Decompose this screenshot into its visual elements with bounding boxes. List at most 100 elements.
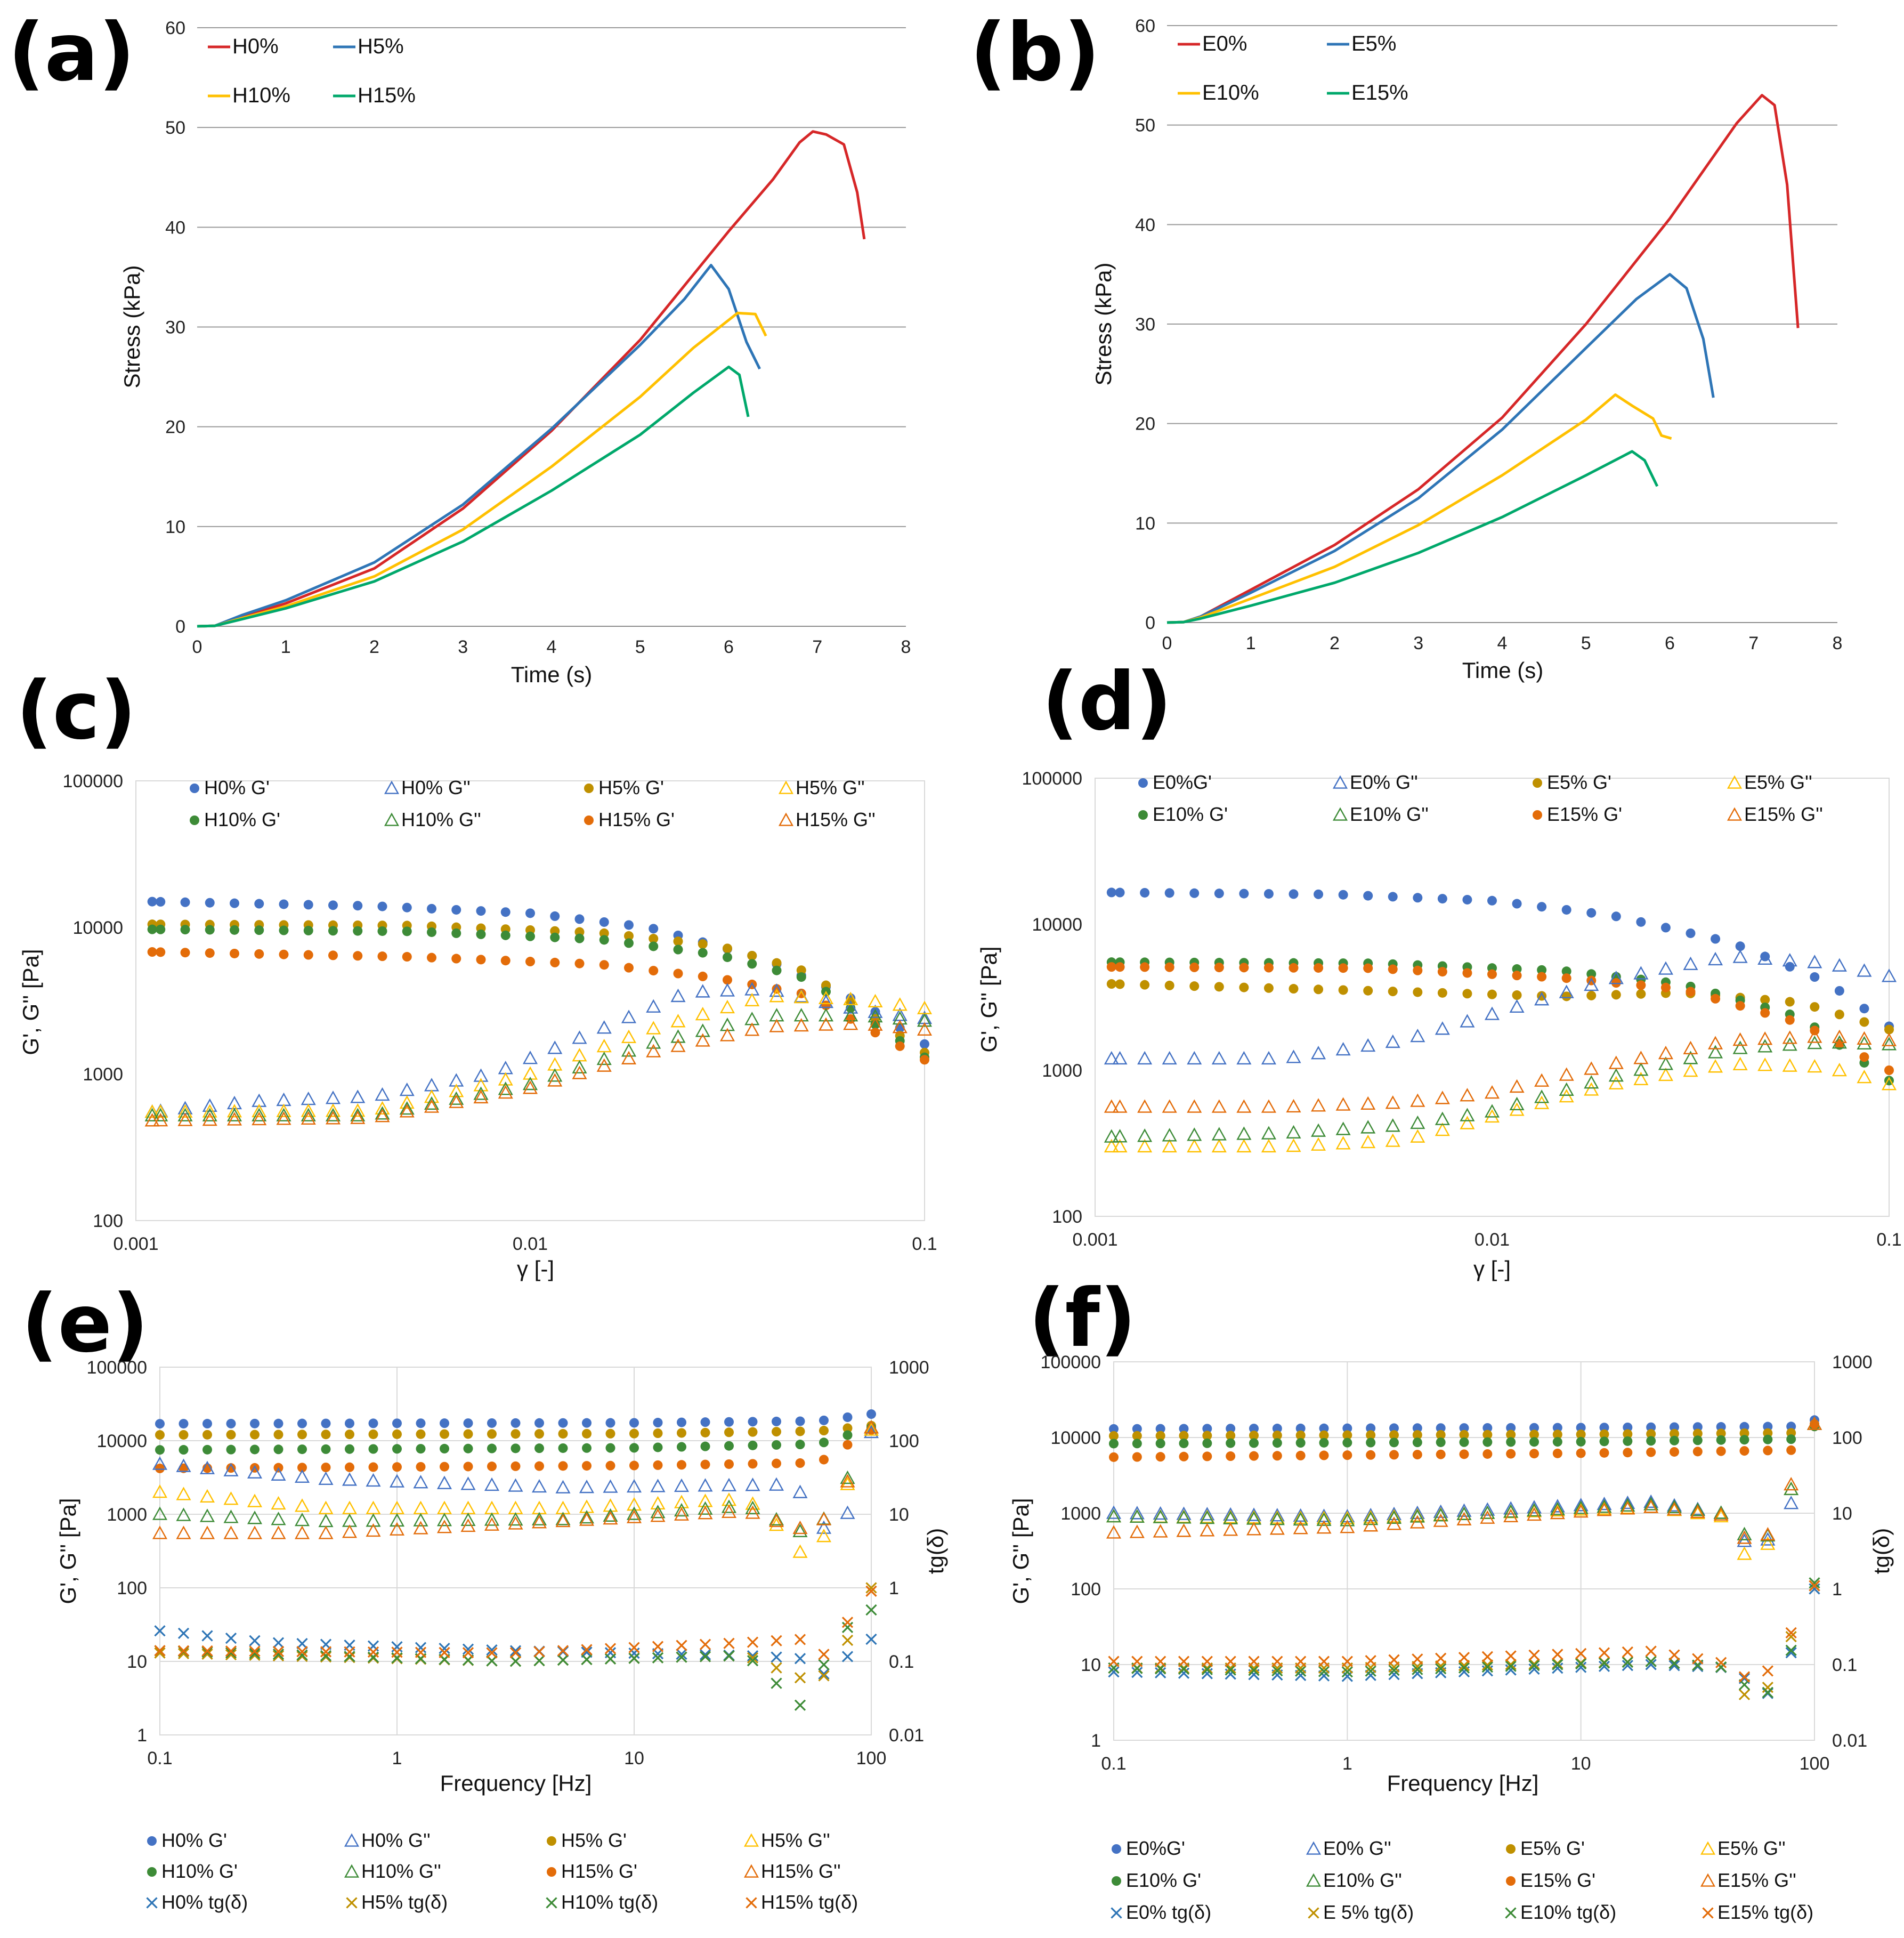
data-point [500, 956, 511, 966]
data-point [841, 1617, 854, 1628]
data-point [1202, 1431, 1212, 1441]
data-point [1271, 1665, 1283, 1677]
data-point [793, 1018, 809, 1032]
data-point [1573, 1504, 1589, 1518]
data-point [1248, 1656, 1260, 1667]
data-point [1716, 1428, 1726, 1439]
data-point [870, 1028, 880, 1038]
data-point [1112, 1051, 1128, 1065]
data-point [1857, 963, 1872, 977]
data-point [153, 1113, 168, 1127]
data-point [1561, 973, 1571, 983]
data-point [1713, 1507, 1729, 1521]
legend-marker [1702, 1907, 1714, 1919]
data-point [865, 1585, 877, 1597]
series-H10% G' [147, 924, 929, 1062]
data-point [1412, 1450, 1422, 1460]
data-point [1187, 1099, 1202, 1113]
legend-marker [1505, 1907, 1517, 1919]
data-point [723, 1637, 735, 1649]
legend-item: H0% G'' [384, 777, 471, 798]
data-point [771, 1677, 782, 1689]
data-point [670, 1029, 686, 1043]
data-point [1713, 1508, 1729, 1523]
data-point [152, 1525, 168, 1539]
data-point [366, 1513, 381, 1527]
data-point [1807, 955, 1822, 968]
data-point [1762, 1686, 1773, 1698]
data-point [321, 1444, 331, 1454]
data-point [1623, 1429, 1633, 1439]
data-point [1131, 1666, 1143, 1678]
data-point [1155, 1667, 1166, 1679]
data-point [391, 1641, 403, 1653]
x-tick-label: 7 [1748, 633, 1759, 653]
legend-label: E5% G'' [1744, 771, 1812, 793]
data-point [1335, 1042, 1351, 1056]
data-point [1176, 1510, 1192, 1524]
legend-item: H0% tg(δ) [146, 1891, 248, 1913]
data-point [1763, 1434, 1773, 1444]
data-point [1435, 1091, 1450, 1104]
data-point [1611, 990, 1621, 1000]
data-point [700, 1441, 710, 1451]
data-point [147, 897, 157, 907]
data-point [547, 1040, 563, 1054]
data-point [1410, 1093, 1425, 1107]
data-point [1737, 1530, 1752, 1544]
series-E5% G' [1106, 979, 1894, 1035]
data-point [199, 1525, 215, 1539]
data-point [1599, 1448, 1609, 1458]
data-point [350, 1103, 366, 1117]
data-point [252, 1103, 267, 1118]
data-point [1503, 1504, 1519, 1518]
data-point [391, 1646, 403, 1658]
x-tick-label: 0.001 [113, 1234, 158, 1254]
data-point [254, 949, 264, 959]
x-tick-label: 1 [1246, 633, 1256, 653]
data-point [1129, 1506, 1145, 1520]
data-point [1737, 1527, 1752, 1540]
data-point [723, 952, 732, 962]
data-point [1782, 1030, 1797, 1044]
data-point [205, 898, 215, 908]
data-point [840, 1474, 855, 1488]
data-point [1155, 1439, 1165, 1449]
data-point [296, 1637, 308, 1650]
data-point [674, 1478, 690, 1492]
data-point [1509, 999, 1525, 1013]
data-point [522, 1051, 538, 1064]
data-point [487, 1429, 497, 1439]
data-point [1388, 1665, 1400, 1676]
data-point [1226, 1424, 1236, 1434]
data-point [1318, 1656, 1330, 1667]
data-point [624, 938, 634, 948]
data-point [1341, 1656, 1353, 1667]
data-point [1686, 928, 1696, 938]
data-point [1550, 1499, 1565, 1513]
data-point [1456, 1503, 1472, 1517]
data-point [451, 928, 461, 938]
data-point [1386, 1510, 1402, 1524]
data-point [252, 1111, 267, 1126]
data-point [1412, 1653, 1423, 1665]
data-point [1295, 1423, 1306, 1433]
data-point [1459, 1430, 1469, 1440]
data-point [1386, 1506, 1402, 1521]
data-point [416, 1444, 426, 1454]
data-point [1481, 1651, 1493, 1662]
data-point [1131, 1656, 1143, 1667]
legend-label: H0% G'' [361, 1829, 431, 1851]
data-point [670, 988, 686, 1003]
data-point [487, 1443, 497, 1453]
data-point [254, 925, 264, 935]
data-point [1385, 1095, 1400, 1109]
legend-item: E0% tg(δ) [1111, 1901, 1211, 1923]
data-point [368, 1418, 378, 1428]
data-point [603, 1511, 618, 1525]
data-point [581, 1644, 593, 1656]
series-E5% G'' [1104, 1056, 1897, 1153]
data-point [226, 1430, 236, 1440]
data-point [816, 1520, 832, 1534]
data-point [367, 1646, 379, 1658]
